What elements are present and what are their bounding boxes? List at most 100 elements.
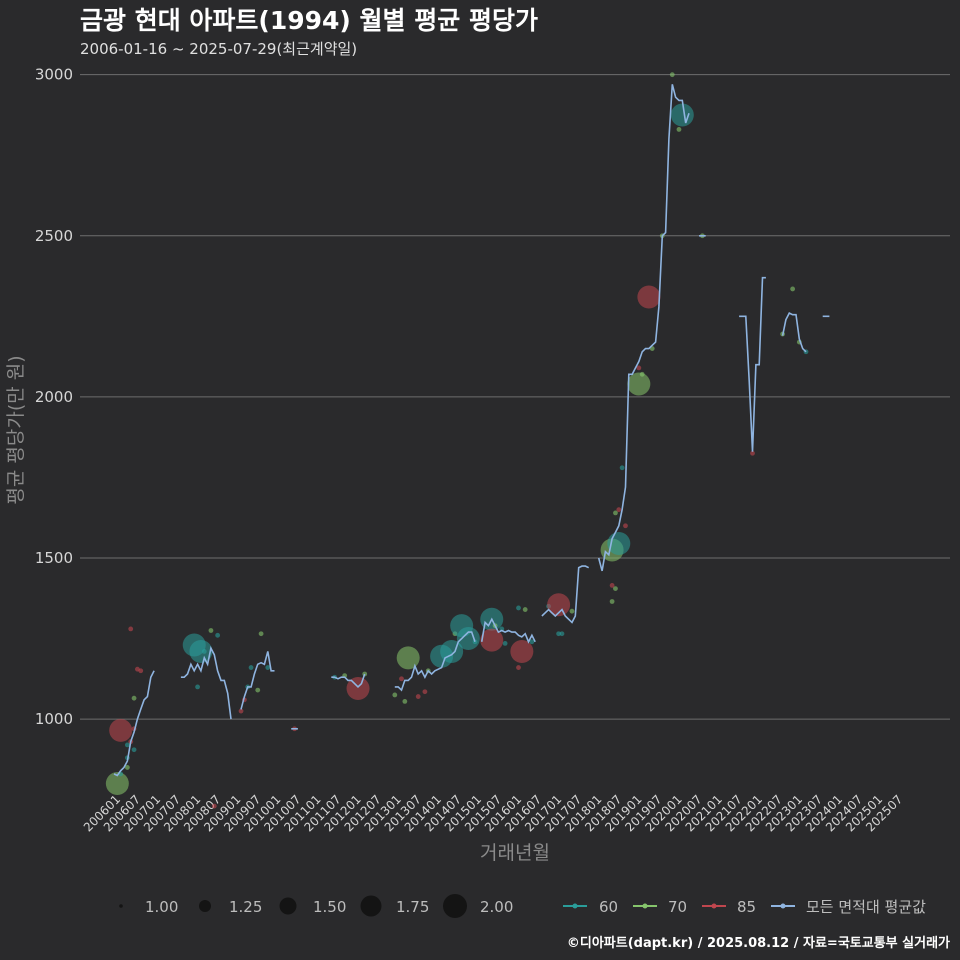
data-point-85 <box>422 689 428 695</box>
y-tick-label: 1500 <box>35 549 73 567</box>
data-point-60 <box>556 631 562 637</box>
size-legend-label-2: 1.25 <box>229 898 262 916</box>
data-point-60 <box>201 649 207 654</box>
average-line-segment <box>781 312 807 353</box>
data-point-85 <box>516 665 521 670</box>
y-axis-label: 평균 평당가(만 원) <box>5 355 27 504</box>
data-point-70 <box>396 646 420 670</box>
data-point-85 <box>480 628 504 652</box>
average-line-series <box>113 84 830 777</box>
average-line-segment <box>331 673 366 689</box>
legend-dot-70 <box>642 903 648 909</box>
data-point-85 <box>547 593 571 617</box>
data-point-60 <box>195 684 200 690</box>
data-point-60 <box>215 632 221 638</box>
legend-label-70: 70 <box>668 898 687 916</box>
y-tick-label: 2000 <box>35 388 73 406</box>
data-point-60 <box>189 639 213 663</box>
average-line-segment <box>240 651 275 710</box>
average-line-segment <box>541 565 590 624</box>
legend-label-85: 85 <box>737 898 756 916</box>
average-line-segment <box>480 617 536 644</box>
size-legend-swatch-4 <box>360 895 382 917</box>
data-point-85 <box>750 450 755 456</box>
data-point-70 <box>208 628 214 633</box>
data-point-85 <box>616 507 622 513</box>
data-point-85 <box>636 365 642 371</box>
data-point-85 <box>138 668 144 674</box>
data-point-70 <box>790 286 796 292</box>
y-axis-ticks: 1000 1500 2000 2500 3000 <box>35 66 73 728</box>
data-point-60 <box>529 639 535 645</box>
data-point-70 <box>105 772 129 796</box>
average-line-segment <box>739 276 766 452</box>
data-point-85 <box>211 803 217 809</box>
data-point-85 <box>510 639 534 663</box>
data-point-60 <box>559 631 565 637</box>
source-caption: ©디아파트(dapt.kr) / 2025.08.12 / 자료=국토교통부 실… <box>567 935 950 951</box>
data-point-60 <box>265 665 271 670</box>
size-legend-swatch-1 <box>119 904 123 908</box>
average-line-segment <box>113 670 155 777</box>
data-point-70 <box>258 631 264 637</box>
data-point-70 <box>569 608 575 614</box>
data-point-70 <box>609 599 615 604</box>
data-point-70 <box>613 586 618 592</box>
data-point-85 <box>109 718 133 742</box>
legend-dot-85 <box>711 903 717 909</box>
data-point-70 <box>522 607 528 612</box>
data-point-70 <box>639 371 645 377</box>
data-point-70 <box>669 72 675 78</box>
size-legend-swatch-5 <box>443 894 467 918</box>
size-legend-label-3: 1.50 <box>313 898 346 916</box>
data-point-60 <box>670 103 694 127</box>
data-point-85 <box>609 582 615 588</box>
size-legend-label-1: 1.00 <box>145 898 178 916</box>
data-point-60 <box>619 465 625 471</box>
data-point-70 <box>676 127 682 132</box>
y-tick-label: 3000 <box>35 66 73 84</box>
data-point-70 <box>613 510 618 516</box>
data-point-85 <box>415 694 421 699</box>
legend-dot-60 <box>572 903 578 909</box>
data-point-60 <box>516 605 521 611</box>
legend-dot-avg <box>780 903 786 909</box>
average-line-segment <box>180 645 232 720</box>
data-point-70 <box>131 695 137 701</box>
data-point-70 <box>255 687 261 693</box>
data-point-70 <box>392 692 398 698</box>
legend-label-avg: 모든 면적대 평균값 <box>806 898 926 916</box>
size-legend-swatch-3 <box>279 897 297 915</box>
data-point-60 <box>502 640 508 646</box>
data-point-70 <box>402 698 408 704</box>
data-point-60 <box>131 747 137 753</box>
data-point-85 <box>623 523 628 529</box>
data-point-85 <box>238 708 244 714</box>
size-legend-label-4: 1.75 <box>396 898 429 916</box>
data-point-85 <box>637 285 661 309</box>
data-point-70 <box>627 372 651 396</box>
data-point-70 <box>124 765 130 770</box>
data-point-60 <box>456 627 480 651</box>
average-line-segment <box>394 631 476 692</box>
y-tick-label: 2500 <box>35 227 73 245</box>
average-line-segment <box>597 84 690 572</box>
grid-lines <box>80 74 950 720</box>
scatter-points <box>105 72 809 809</box>
x-axis-label: 거래년월 <box>480 842 550 864</box>
data-point-85 <box>128 626 134 632</box>
data-point-85 <box>346 677 370 700</box>
x-axis-ticks: 2006012006072007012007072008012008072009… <box>81 792 906 834</box>
data-point-85 <box>399 676 404 682</box>
size-legend-swatch-2 <box>199 900 211 912</box>
chart-subtitle: 2006-01-16 ~ 2025-07-29(최근계약일) <box>80 40 357 58</box>
data-point-60 <box>124 742 130 748</box>
data-point-60 <box>499 626 505 632</box>
size-legend-label-5: 2.00 <box>480 898 513 916</box>
data-point-60 <box>248 665 254 670</box>
color-legend: 60 70 85 모든 면적대 평균값 <box>563 898 926 916</box>
legend-label-60: 60 <box>599 898 618 916</box>
chart-title: 금광 현대 아파트(1994) 월별 평균 평당가 <box>80 6 538 35</box>
size-legend: 1.00 1.25 1.50 1.75 2.00 <box>119 894 513 918</box>
